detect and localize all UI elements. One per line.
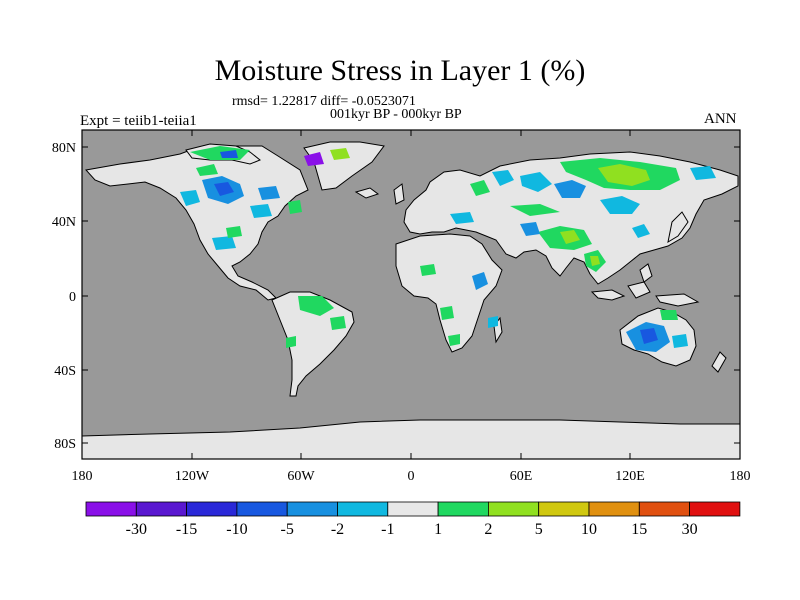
colorbar-swatch [638, 501, 690, 517]
anomaly-patch [690, 166, 716, 180]
lon-label: 180 [730, 469, 751, 484]
colorbar-label: -5 [281, 521, 294, 538]
lon-label: 120E [615, 469, 645, 484]
colorbar-swatch [135, 501, 188, 517]
colorbar-label: -2 [331, 521, 344, 538]
new-zealand [711, 351, 727, 373]
anomaly-patch [220, 150, 238, 158]
anomaly-patch [288, 200, 302, 214]
colorbar-swatch [286, 501, 338, 517]
anomaly-patch [448, 334, 460, 346]
anomaly-patch [258, 186, 280, 200]
colorbar-swatch [337, 501, 389, 517]
experiment-label: Expt = teiib1-teiia1 [80, 113, 197, 129]
anomaly-patch [440, 306, 454, 320]
colorbar-swatch [236, 501, 288, 517]
colorbar-swatch [85, 501, 137, 517]
colorbar-label: -15 [176, 521, 197, 538]
lat-label: 0 [69, 290, 76, 305]
anomaly-patch [214, 182, 234, 196]
anomaly-patch [226, 226, 242, 238]
anomaly-patch [450, 212, 474, 224]
anomaly-patch [520, 172, 552, 192]
anomaly-patch [330, 316, 346, 330]
axis-ticks [81, 130, 741, 459]
colorbar-swatch [387, 501, 439, 517]
colorbar-swatch [186, 501, 238, 517]
colorbar-label: -1 [381, 521, 394, 538]
lat-label: 40N [52, 215, 76, 230]
anomaly-patch [560, 230, 580, 244]
japan [667, 211, 689, 244]
anomaly-patch [660, 310, 678, 320]
north-america [85, 145, 309, 301]
anomaly-patch [286, 336, 296, 348]
colorbar-swatch [689, 501, 741, 517]
colorbar-label: 1 [434, 521, 442, 538]
colorbar-swatch [437, 501, 489, 517]
map-title: Moisture Stress in Layer 1 (%) [214, 54, 586, 87]
greenland [303, 141, 385, 191]
anomaly-patch [298, 296, 334, 316]
anomaly-patch [470, 180, 490, 196]
anomaly-patch [632, 224, 650, 238]
anomaly-patch [304, 152, 324, 166]
anomaly-patch [212, 236, 236, 250]
uk [393, 183, 405, 205]
colorbar-label: 30 [682, 521, 698, 538]
anomaly-patch [492, 170, 514, 186]
africa [395, 233, 503, 353]
lon-label: 180 [72, 469, 93, 484]
lon-label: 60E [510, 469, 533, 484]
colorbar: -30 -15 -10 -5 -2 -1 1 2 5 10 15 30 [85, 501, 741, 538]
anomaly-patch [196, 164, 218, 176]
anomaly-patch [330, 148, 350, 160]
anomaly-patch [672, 334, 688, 348]
lat-label: 80N [52, 141, 76, 156]
anomaly-patch [472, 272, 488, 290]
lon-label: 0 [408, 469, 415, 484]
anomaly-patches [180, 146, 716, 352]
colorbar-swatch [487, 501, 540, 517]
lat-label: 80S [54, 437, 76, 452]
stats-text: rmsd= 1.22817 diff= -0.0523071 [232, 94, 416, 109]
colorbar-label: -30 [126, 521, 147, 538]
period-text: 001kyr BP - 000kyr BP [330, 107, 462, 122]
anomaly-patch [488, 316, 498, 328]
colorbar-swatch [538, 501, 590, 517]
colorbar-label: 2 [484, 521, 492, 538]
anomaly-patch [510, 204, 560, 216]
anomaly-patch [554, 180, 586, 198]
lon-label: 120W [175, 469, 210, 484]
anomaly-patch [520, 222, 540, 236]
colorbar-label: -10 [226, 521, 247, 538]
colorbar-label: 15 [631, 521, 647, 538]
anomaly-patch [180, 190, 200, 206]
lon-label: 60W [287, 469, 315, 484]
colorbar-label: 5 [535, 521, 543, 538]
anomaly-patch [590, 256, 600, 266]
anomaly-patch [600, 196, 640, 214]
anomaly-patch [250, 204, 272, 218]
season-label: ANN [704, 111, 737, 127]
anomaly-patch [420, 264, 436, 276]
iceland [354, 187, 380, 199]
southeast-asia-islands [590, 263, 700, 307]
anomaly-patch [640, 328, 658, 344]
world-map: 80N 40N 0 40S 80S 180 120W 60W 0 60E 120… [52, 129, 751, 484]
anomaly-patch [598, 164, 650, 186]
colorbar-swatch [588, 501, 640, 517]
lat-label: 40S [54, 364, 76, 379]
colorbar-label: 10 [581, 521, 597, 538]
